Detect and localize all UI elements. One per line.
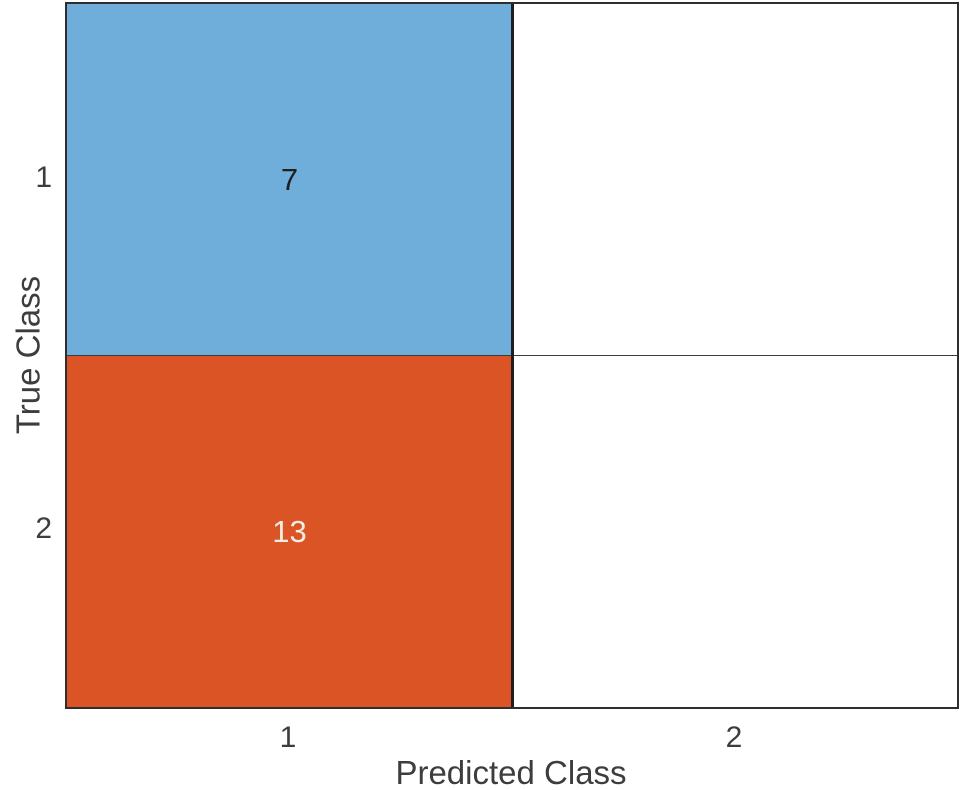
matrix-cell-true1-pred1: 7 [67, 4, 512, 356]
matrix-cell-true2-pred1: 13 [67, 355, 512, 707]
y-axis-tick-1: 1 [35, 161, 52, 194]
cell-value-label: 13 [272, 513, 307, 549]
column-divider-line [511, 4, 514, 707]
matrix-cell-true1-pred2 [512, 4, 957, 356]
x-axis-tick-1: 1 [279, 721, 297, 754]
matrix-cell-true2-pred2 [512, 355, 957, 707]
y-axis-tick-2: 2 [35, 512, 52, 545]
cell-value-label: 7 [280, 162, 299, 198]
x-axis-label: Predicted Class [395, 754, 627, 790]
confusion-matrix-plot-area: 7 13 [65, 2, 959, 709]
x-axis-tick-2: 2 [725, 721, 743, 754]
y-axis-label: True Class [9, 275, 47, 435]
